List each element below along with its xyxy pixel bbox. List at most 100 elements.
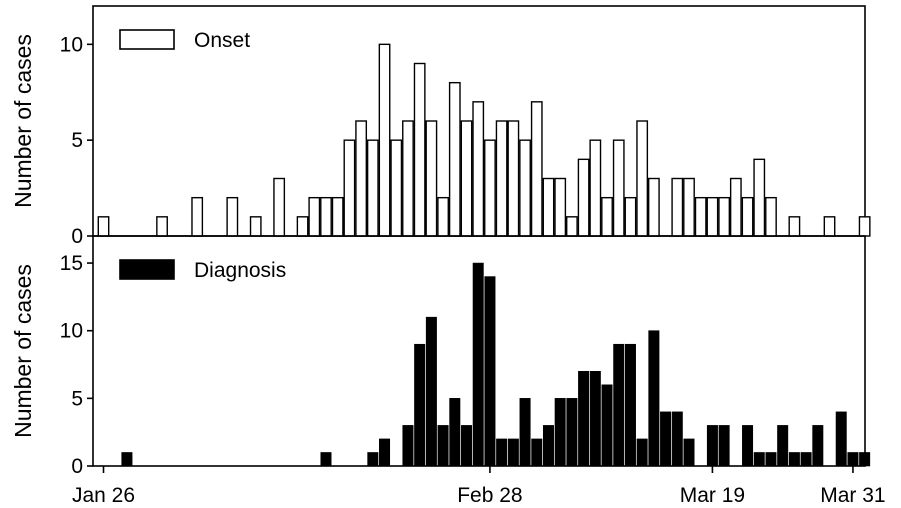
diagnosis-bar [367, 452, 379, 467]
onset-bar [249, 216, 262, 237]
onset-bar [706, 196, 719, 237]
diagnosis-legend-swatch [119, 259, 175, 280]
onset-bar [226, 196, 239, 237]
diagnosis-bar [753, 452, 765, 467]
diagnosis-bar [425, 316, 437, 467]
diagnosis-bar [718, 425, 730, 467]
onset-bar [448, 81, 461, 237]
diagnosis-bar [449, 398, 461, 467]
onset-bar [601, 196, 613, 237]
diagnosis-bar [320, 452, 332, 467]
diagnosis-bar [742, 425, 754, 467]
diagnosis-bar [414, 343, 426, 467]
onset-bar [753, 158, 766, 237]
diagnosis-panel: 0 5 10 15 Jan 26 Feb 28 Mar 19 Mar 31 Number o… [10, 235, 886, 507]
y-tick-label: 10 [60, 33, 83, 56]
onset-bar [554, 177, 567, 237]
diagnosis-bar [507, 438, 519, 467]
diagnosis-bar [765, 452, 777, 467]
diagnosis-bar [859, 452, 871, 467]
onset-bar [788, 216, 801, 237]
onset-bar [472, 101, 485, 237]
x-tick-label: Mar 19 [680, 484, 745, 507]
onset-bar [683, 177, 695, 237]
onset-bar [530, 101, 543, 237]
onset-bar [612, 139, 625, 237]
onset-legend-swatch [119, 29, 175, 50]
diagnosis-bar [402, 425, 414, 467]
onset-bar [495, 120, 508, 237]
onset-bar [296, 216, 309, 237]
diagnosis-bar [589, 370, 601, 467]
diagnosis-bar [777, 425, 789, 467]
x-axis-date-ticks: Jan 26 Feb 28 Mar 19 Mar 31 [72, 466, 886, 507]
diagnosis-y-ticks: 0 5 10 15 [60, 252, 93, 478]
onset-bar [484, 139, 496, 237]
diagnosis-bar [847, 452, 859, 467]
onset-bar [823, 216, 836, 237]
diagnosis-bar [800, 452, 812, 467]
onset-bar [765, 196, 777, 237]
x-tick-label: Jan 26 [72, 484, 135, 507]
onset-bar [647, 177, 660, 237]
diagnosis-bar [472, 262, 484, 467]
onset-bar [425, 120, 438, 237]
onset-bar [378, 43, 391, 237]
diagnosis-bar [542, 425, 554, 467]
diagnosis-bar [683, 438, 695, 467]
diagnosis-bar [671, 411, 683, 467]
diagnosis-legend: Diagnosis [119, 259, 286, 282]
onset-bar [191, 196, 204, 237]
onset-bar [413, 62, 426, 237]
onset-bar [694, 196, 707, 237]
onset-bar [577, 158, 590, 237]
onset-bar [519, 139, 531, 237]
x-tick-label: Feb 28 [457, 484, 522, 507]
diagnosis-bar [624, 343, 636, 467]
onset-bar [741, 196, 754, 237]
onset-bar [308, 196, 321, 237]
onset-panel: 0 5 10 Number of cases Onset [10, 5, 871, 248]
diagnosis-y-axis-label: Number of cases [10, 264, 36, 438]
onset-bar [343, 139, 356, 237]
onset-legend-label: Onset [194, 29, 250, 52]
diagnosis-bar [461, 425, 473, 467]
y-tick-label: 5 [71, 387, 83, 410]
diagnosis-bar [636, 438, 648, 467]
onset-bar [636, 120, 649, 237]
onset-bar [460, 120, 473, 237]
onset-bar [542, 177, 555, 237]
onset-bar [729, 177, 742, 237]
diagnosis-bar [484, 276, 496, 467]
onset-bar [320, 196, 332, 237]
diagnosis-bars [121, 262, 871, 467]
onset-legend: Onset [119, 29, 250, 52]
diagnosis-bar [554, 398, 566, 467]
diagnosis-bar [660, 411, 672, 467]
y-tick-label: 0 [71, 225, 83, 248]
diagnosis-bar [437, 425, 449, 467]
onset-bar [402, 120, 414, 237]
y-tick-label: 15 [60, 252, 83, 275]
onset-y-ticks: 0 5 10 [60, 33, 93, 248]
onset-bar [589, 139, 602, 237]
diagnosis-bar [531, 438, 543, 467]
onset-bar [671, 177, 684, 237]
onset-bar [390, 139, 403, 237]
diagnosis-bar [601, 384, 613, 467]
y-tick-label: 5 [71, 129, 83, 152]
diagnosis-bar [519, 398, 531, 467]
diagnosis-bar [121, 452, 133, 467]
onset-bar [437, 196, 449, 237]
diagnosis-bar [788, 452, 800, 467]
onset-y-axis-label: Number of cases [10, 34, 36, 208]
diagnosis-bar [496, 438, 508, 467]
diagnosis-bar [812, 425, 824, 467]
diagnosis-legend-label: Diagnosis [194, 259, 286, 282]
onset-bar [718, 196, 731, 237]
onset-bar [355, 120, 368, 237]
diagnosis-bar [613, 343, 625, 467]
onset-bar [624, 196, 637, 237]
onset-bar [156, 216, 168, 237]
